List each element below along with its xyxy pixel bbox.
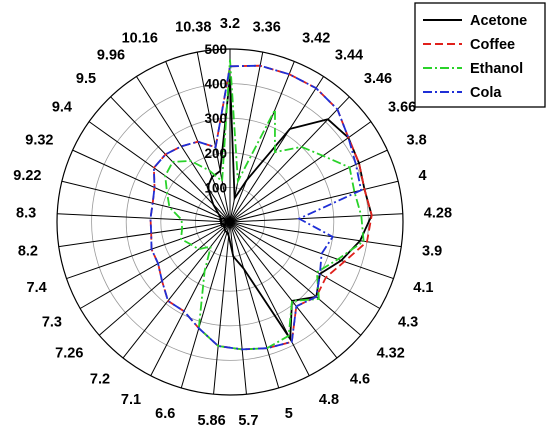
grid-spoke [229, 52, 264, 223]
grid-spoke [229, 149, 388, 223]
grid-spoke [213, 221, 231, 395]
grid-spoke [72, 149, 231, 223]
category-label: 4.6 [350, 371, 370, 387]
series-line-cola [149, 64, 363, 351]
category-label: 9.5 [76, 71, 96, 87]
category-label: 9.32 [25, 132, 53, 148]
category-label: 3.44 [335, 48, 363, 64]
category-label: 4.8 [319, 392, 339, 408]
grid-spoke [61, 180, 231, 223]
category-label: 3.9 [422, 243, 442, 259]
radial-tick-label: 0 [219, 215, 227, 230]
series-line-acetone [206, 76, 373, 342]
category-label: 4.3 [398, 315, 418, 331]
category-label: 5 [285, 406, 293, 422]
category-label: 7.3 [42, 315, 62, 331]
radial-tick-label: 400 [204, 77, 227, 92]
category-label: 3.66 [388, 100, 416, 116]
category-label: 5.86 [197, 413, 225, 429]
legend: Acetone Coffee Ethanol Cola [414, 2, 546, 108]
grid-spoke [196, 52, 231, 223]
category-label: 3.36 [253, 20, 281, 36]
category-labels: 3.2 3.36 3.42 3.443.46 3.66 3.8 4 4.28 3.9 4.1 4.3… [13, 16, 452, 429]
radial-tick-label: 300 [204, 111, 227, 126]
legend-label-ethanol: Ethanol [470, 61, 523, 77]
category-label: 10.16 [122, 30, 158, 46]
grid-spoke [150, 221, 231, 376]
category-label: 4 [419, 168, 427, 184]
radial-tick-label: 500 [204, 42, 227, 57]
category-label: 4.1 [413, 280, 433, 296]
category-label: 5.7 [238, 413, 258, 429]
category-label: 7.2 [90, 371, 110, 387]
radial-tick-label: 100 [204, 180, 227, 195]
grid-spoke [229, 121, 372, 223]
category-label: 9.96 [97, 48, 125, 64]
grid-spoke [57, 213, 231, 223]
grid-spoke [122, 221, 231, 359]
grid-spoke [229, 221, 394, 280]
category-label: 8.3 [16, 206, 36, 222]
grid-spoke [88, 121, 231, 223]
category-label: 8.2 [18, 243, 38, 259]
grid-spoke [229, 221, 247, 395]
grid-spoke [229, 180, 399, 223]
grid-spoke [229, 213, 403, 223]
category-label: 7.26 [55, 345, 83, 361]
series-line-ethanol [164, 59, 365, 351]
grid-spoke [229, 221, 362, 336]
category-label: 10.38 [175, 20, 211, 36]
grid-spoke [136, 76, 231, 223]
category-label: 6.6 [155, 406, 175, 422]
grid-spoke [180, 221, 231, 389]
grid-spoke [229, 221, 402, 248]
grid-spoke [229, 61, 295, 223]
legend-label-coffee: Coffee [470, 37, 515, 53]
grid-spoke [229, 221, 381, 309]
grid-spoke [229, 96, 350, 223]
grid-spoke [58, 221, 231, 248]
grid-spoke [229, 76, 324, 223]
category-label: 3.42 [302, 30, 330, 46]
grid-spoke [79, 221, 231, 309]
grid-spoke [66, 221, 231, 280]
legend-label-cola: Cola [470, 85, 502, 101]
radial-tick-label: 200 [204, 146, 227, 161]
grid-spoke [229, 221, 280, 389]
category-label: 9.22 [13, 168, 41, 184]
radial-tick-labels: 0 100 200 300 400 500 [204, 42, 227, 230]
legend-label-acetone: Acetone [470, 13, 527, 29]
grid-spoke [229, 221, 338, 359]
category-label: 4.28 [424, 206, 452, 222]
category-label: 3.2 [220, 16, 240, 32]
category-label: 7.4 [27, 280, 47, 296]
category-label: 7.1 [121, 392, 141, 408]
category-label: 3.8 [407, 132, 427, 148]
grid-spoke [98, 221, 231, 336]
category-label: 4.32 [377, 345, 405, 361]
grid-spoke [229, 221, 310, 376]
category-label: 3.46 [364, 71, 392, 87]
category-label: 9.4 [52, 100, 72, 116]
radar-series-layer [149, 59, 373, 351]
radar-grid [56, 48, 404, 396]
grid-spoke [110, 96, 231, 223]
